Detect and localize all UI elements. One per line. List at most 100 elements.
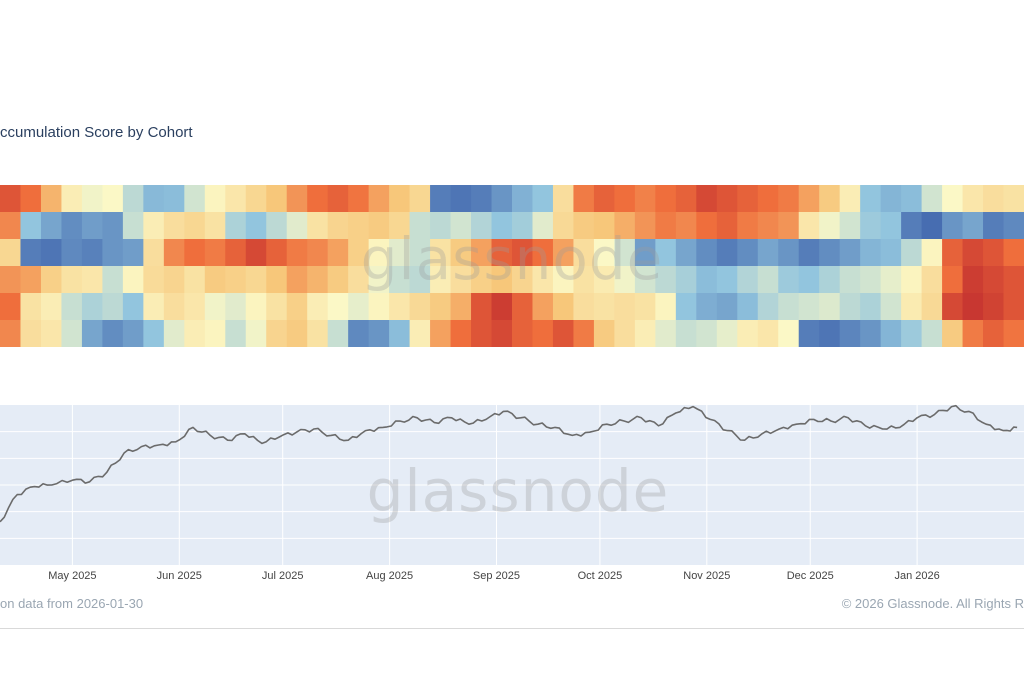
heatmap-cell [778, 293, 800, 321]
heatmap-cell [573, 239, 595, 267]
heatmap-cell [163, 212, 185, 240]
heatmap-cell [61, 212, 83, 240]
x-tick-label: Aug 2025 [366, 570, 413, 582]
heatmap-cell [880, 212, 902, 240]
heatmap-cell [307, 293, 329, 321]
heatmap-cell [880, 266, 902, 294]
heatmap-cell [143, 239, 165, 267]
heatmap-cell [184, 239, 206, 267]
heatmap-cell [593, 293, 615, 321]
heatmap-cell [716, 293, 738, 321]
heatmap-cell [122, 185, 144, 213]
heatmap-cell [491, 239, 513, 267]
heatmap-cell [614, 266, 636, 294]
heatmap-cell [102, 185, 124, 213]
heatmap-cell [163, 185, 185, 213]
heatmap-cell [512, 320, 534, 347]
heatmap-cell [184, 320, 206, 347]
heatmap-cell [409, 212, 431, 240]
heatmap-cell [40, 293, 63, 321]
heatmap-cell [102, 239, 124, 267]
heatmap-cell [348, 185, 370, 213]
heatmap-cell [860, 212, 882, 240]
heatmap-cell [450, 239, 472, 267]
heatmap-cell [696, 212, 718, 240]
heatmap-cell [798, 266, 820, 294]
heatmap-cell [593, 266, 615, 294]
heatmap-cell [839, 293, 861, 321]
heatmap-cell [307, 185, 329, 213]
heatmap-cell [860, 293, 882, 321]
heatmap-cell [327, 212, 349, 240]
x-tick-label: Oct 2025 [578, 570, 623, 582]
heatmap-cell [757, 239, 779, 267]
heatmap-cell [860, 239, 882, 267]
heatmap-cell [696, 320, 718, 347]
heatmap-cell [368, 212, 390, 240]
heatmap-cell [839, 320, 861, 347]
heatmap-cell [348, 320, 370, 347]
heatmap-cell [512, 239, 534, 267]
heatmap-cell [61, 293, 83, 321]
heatmap-cell [450, 293, 472, 321]
heatmap-cell [409, 293, 431, 321]
heatmap-cell [757, 185, 779, 213]
heatmap-cell [61, 185, 83, 213]
heatmap-cell [962, 212, 984, 240]
heatmap-cell [225, 239, 247, 267]
heatmap-cell [778, 212, 800, 240]
heatmap-cell [737, 185, 759, 213]
heatmap-cell [552, 185, 575, 213]
cohort-heatmap: glassnode [0, 185, 1024, 347]
heatmap-cell [430, 320, 452, 347]
heatmap-cell [737, 293, 759, 321]
heatmap-cell [860, 185, 882, 213]
heatmap-cell [40, 185, 63, 213]
heatmap-cell [778, 239, 800, 267]
heatmap-cell [655, 185, 677, 213]
heatmap-cell [307, 266, 329, 294]
heatmap-cell [143, 185, 165, 213]
heatmap-cell [491, 185, 513, 213]
heatmap-cell [737, 239, 759, 267]
heatmap-cell [348, 212, 370, 240]
heatmap-cell [921, 320, 943, 347]
heatmap-cell [532, 293, 554, 321]
heatmap-cell [901, 266, 923, 294]
heatmap-cell [1003, 320, 1024, 347]
heatmap-cell [471, 266, 493, 294]
heatmap-cell [327, 320, 349, 347]
heatmap-cell [921, 266, 943, 294]
heatmap-cell [491, 266, 513, 294]
heatmap-cell [901, 320, 923, 347]
heatmap-cell [184, 293, 206, 321]
heatmap-cell [983, 185, 1005, 213]
heatmap-cell [942, 212, 964, 240]
heatmap-cell [512, 293, 534, 321]
heatmap-cell [40, 212, 63, 240]
heatmap-cell [122, 239, 144, 267]
heatmap-cell [409, 239, 431, 267]
heatmap-cell [819, 212, 841, 240]
heatmap-cell [430, 185, 452, 213]
heatmap-cell [471, 293, 493, 321]
heatmap-cell [102, 293, 124, 321]
heatmap-cell [675, 266, 697, 294]
heatmap-cell [552, 320, 575, 347]
heatmap-cell [20, 212, 42, 240]
heatmap-cell [368, 185, 390, 213]
heatmap-cell [163, 239, 185, 267]
heatmap-cell [798, 293, 820, 321]
heatmap-cell [839, 185, 861, 213]
heatmap-cell [614, 239, 636, 267]
heatmap-cell [0, 185, 22, 213]
heatmap-cell [40, 239, 63, 267]
heatmap-cell [573, 293, 595, 321]
heatmap-cell [266, 266, 288, 294]
heatmap-cell [225, 320, 247, 347]
heatmap-cell [450, 212, 472, 240]
heatmap-cell [102, 266, 124, 294]
heatmap-cell [20, 293, 42, 321]
heatmap-cell [348, 266, 370, 294]
heatmap-cell [204, 293, 226, 321]
